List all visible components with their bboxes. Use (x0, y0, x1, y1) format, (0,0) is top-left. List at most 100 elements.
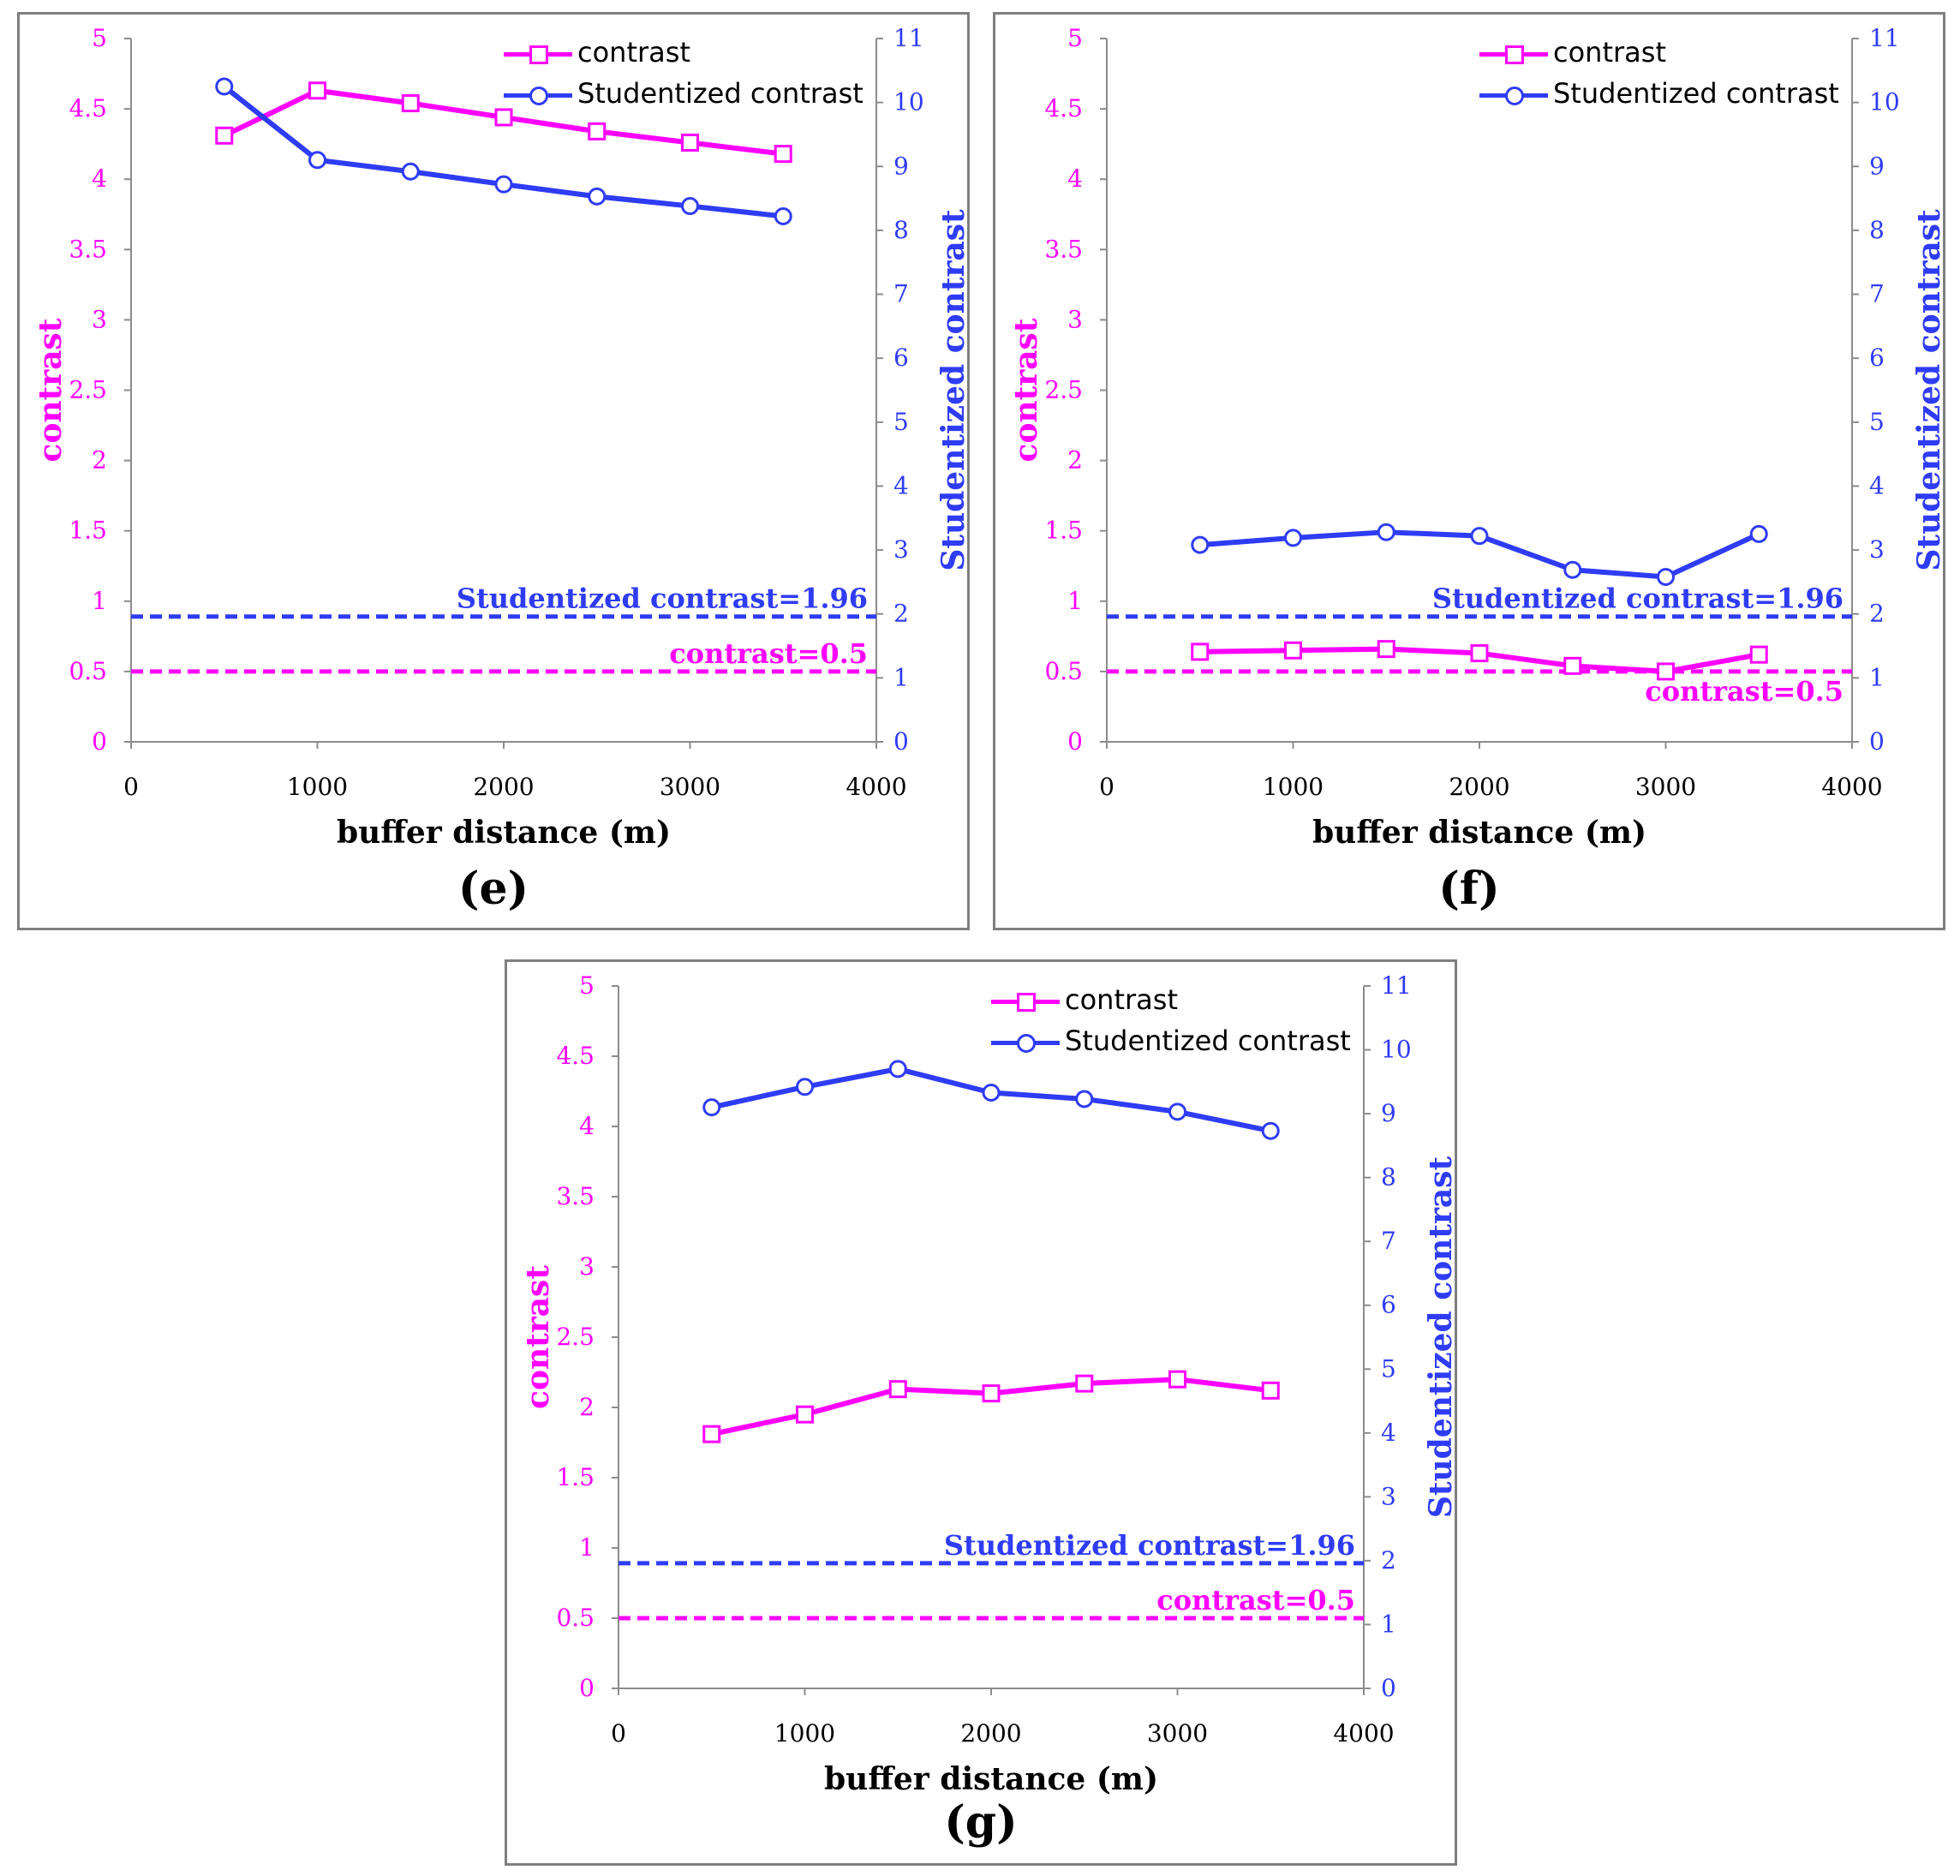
square-marker-icon (1017, 993, 1036, 1012)
studentized-data-point (982, 1083, 1001, 1102)
x-axis-title: buffer distance (m) (337, 815, 671, 851)
left-tick-label: 5 (579, 971, 595, 1000)
legend-label: contrast (577, 36, 690, 69)
legend-label: Studentized contrast (1065, 1025, 1351, 1057)
x-tick-label: 2000 (473, 773, 534, 801)
right-tick-label: 9 (1381, 1099, 1396, 1127)
right-tick-label: 3 (1869, 535, 1885, 564)
x-tick-label: 2000 (960, 1719, 1021, 1748)
x-tick-label: 3000 (1147, 1719, 1208, 1748)
x-tick-label: 3000 (660, 773, 720, 801)
x-tick-label: 1000 (774, 1719, 835, 1748)
left-tick-label: 2 (1067, 446, 1083, 475)
panel-caption: (g) (944, 1796, 1018, 1849)
threshold-label: Studentized contrast=1.96 (457, 583, 868, 615)
studentized-data-point (1563, 560, 1582, 579)
x-tick-label: 4000 (1821, 773, 1882, 801)
x-tick-label: 4000 (1333, 1719, 1394, 1748)
x-tick-label: 1000 (287, 773, 348, 801)
studentized-data-point (215, 77, 234, 96)
legend-item-studentized: Studentized contrast (991, 1020, 1351, 1061)
panel-caption: (e) (457, 863, 529, 915)
left-tick-label: 4.5 (1044, 94, 1083, 122)
left-tick-label: 3 (1067, 305, 1083, 333)
right-tick-label: 0 (1381, 1674, 1396, 1702)
right-tick-label: 6 (1869, 344, 1885, 372)
x-axis-title: buffer distance (m) (824, 1761, 1158, 1797)
legend-item-contrast: contrast (1479, 32, 1839, 73)
left-tick-label: 1.5 (1044, 517, 1083, 545)
legend-item-studentized: Studentized contrast (504, 73, 863, 114)
threshold-label: contrast=0.5 (1645, 675, 1843, 708)
right-tick-label: 4 (1869, 471, 1885, 499)
left-tick-label: 2.5 (1044, 376, 1083, 404)
left-tick-label: 4 (92, 164, 107, 193)
contrast-data-point (401, 94, 420, 113)
left-tick-label: 0 (579, 1674, 595, 1702)
studentized-data-point (1261, 1121, 1280, 1140)
left-tick-label: 1 (1067, 587, 1083, 615)
chart-svg-e: 0 0.5 1 1.5 2 2.5 3 3.5 4 4.5 5 0 1 2 3 4 5 6 7 8 9 10 11 0 1000… (33, 24, 971, 851)
contrast-data-point (1191, 642, 1210, 661)
studentized-data-point (1470, 527, 1489, 546)
contrast-data-point (796, 1405, 814, 1424)
contrast-data-point (1749, 645, 1768, 664)
right-tick-label: 5 (893, 408, 909, 436)
right-y-axis-title: Studentized contrast (935, 209, 971, 571)
right-tick-label: 10 (1869, 88, 1900, 117)
square-marker-icon (1505, 45, 1524, 64)
legend-g: contrast Studentized contrast (991, 979, 1351, 1061)
studentized-data-point (888, 1060, 907, 1078)
right-tick-label: 6 (1381, 1291, 1396, 1319)
left-tick-label: 1.5 (556, 1463, 595, 1491)
chart-panel-f: 0 0.5 1 1.5 2 2.5 3 3.5 4 4.5 5 0 1 2 3 4 5 6 7 8 9 10 11 0 1000… (993, 12, 1947, 930)
studentized-data-point (702, 1098, 721, 1117)
x-tick-label: 0 (611, 1719, 626, 1748)
right-tick-label: 5 (1869, 408, 1885, 436)
studentized-data-point (1075, 1090, 1094, 1108)
contrast-data-point (681, 134, 699, 152)
left-tick-label: 1 (579, 1533, 595, 1562)
right-y-axis-title: Studentized contrast (1911, 209, 1947, 571)
studentized-data-point (681, 197, 699, 216)
right-tick-label: 7 (893, 280, 909, 308)
legend-label: contrast (1553, 36, 1666, 69)
chart-panel-g: 0 0.5 1 1.5 2 2.5 3 3.5 4 4.5 5 0 1 2 3 4 5 6 7 8 9 10 11 0 1000… (505, 959, 1459, 1866)
threshold-label: Studentized contrast=1.96 (1432, 583, 1843, 615)
studentized-data-point (1191, 535, 1210, 554)
contrast-data-point (774, 145, 792, 164)
right-tick-label: 1 (893, 663, 909, 691)
legend-label: Studentized contrast (1553, 77, 1839, 110)
right-tick-label: 11 (1869, 24, 1900, 52)
x-tick-label: 0 (123, 773, 139, 801)
contrast-data-point (1563, 656, 1582, 675)
right-tick-label: 1 (1381, 1610, 1396, 1638)
threshold-label: Studentized contrast=1.96 (944, 1529, 1355, 1562)
right-tick-label: 0 (1869, 727, 1885, 756)
legend-f: contrast Studentized contrast (1479, 32, 1839, 114)
square-marker-icon (529, 45, 548, 64)
legend-item-studentized: Studentized contrast (1479, 73, 1839, 114)
right-tick-label: 3 (893, 535, 909, 564)
right-tick-label: 2 (1869, 600, 1885, 628)
left-tick-label: 4.5 (556, 1042, 595, 1070)
studentized-data-point (1284, 529, 1302, 547)
legend-item-contrast: contrast (504, 32, 863, 73)
left-tick-label: 0.5 (1044, 657, 1083, 685)
right-tick-label: 10 (1381, 1036, 1412, 1064)
circle-marker-icon (1017, 1034, 1036, 1053)
studentized-data-point (774, 206, 792, 225)
right-tick-label: 0 (893, 727, 909, 756)
contrast-data-point (1261, 1381, 1280, 1400)
contrast-data-point (1075, 1374, 1094, 1393)
left-tick-label: 2 (92, 446, 107, 475)
contrast-data-point (215, 126, 234, 145)
legend-label: Studentized contrast (577, 77, 863, 110)
right-tick-label: 4 (893, 471, 909, 499)
legend-e: contrast Studentized contrast (504, 32, 863, 114)
right-tick-label: 4 (1381, 1419, 1396, 1447)
contrast-data-point (1377, 640, 1395, 659)
threshold-label: contrast=0.5 (669, 637, 868, 670)
contrast-data-point (1168, 1370, 1186, 1389)
left-tick-label: 2.5 (69, 376, 107, 404)
